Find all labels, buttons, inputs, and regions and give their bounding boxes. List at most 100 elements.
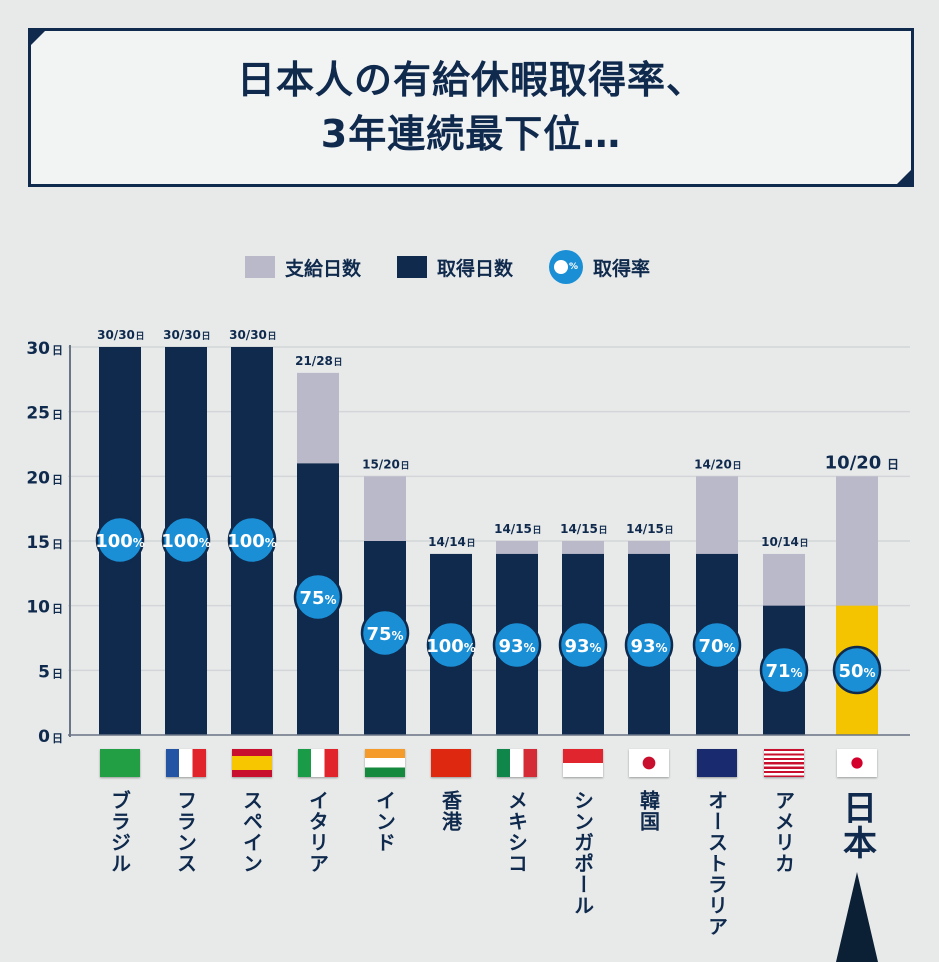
y-tick-unit: 日: [52, 409, 63, 422]
flag-icon: [563, 749, 603, 777]
legend-label-taken: 取得日数: [437, 257, 514, 280]
country-label: イタリア: [305, 790, 330, 874]
bar-data-unit: 日: [664, 525, 673, 536]
legend-label-granted: 支給日数: [285, 257, 362, 280]
y-tick-label: 30: [26, 339, 50, 359]
rate-label: 75%: [366, 624, 403, 645]
rate-circle: [558, 620, 608, 670]
y-tick-unit: 日: [52, 667, 63, 680]
y-tick-unit: 日: [52, 344, 63, 357]
bar-data-unit: 日: [732, 460, 741, 471]
y-tick-label: 0: [38, 727, 50, 747]
legend: 支給日数 取得日数 % 取得率: [245, 250, 650, 284]
rate-label: 93%: [564, 636, 601, 657]
rate-label: 71%: [765, 661, 802, 682]
y-tick-label: 10: [26, 598, 50, 618]
y-tick-unit: 日: [52, 732, 63, 745]
legend-rate-icon-text: %: [569, 262, 579, 272]
bar-data-label: 14/15: [494, 522, 532, 536]
country-label: インド: [372, 790, 397, 853]
flag-icon: [166, 749, 206, 777]
country-label: アメリカ: [771, 790, 796, 874]
rate-circle: [759, 645, 809, 695]
country-label: フランス: [173, 790, 198, 874]
country-label: スペイン: [239, 790, 264, 874]
flag-icon: [629, 749, 669, 777]
bar-data-unit: 日: [201, 331, 210, 342]
flag-icon: [697, 749, 737, 777]
rate-circle: [95, 515, 145, 565]
country-label: ブラジル: [107, 790, 132, 874]
rate-label: 100%: [426, 636, 476, 657]
bar-data-label: 14/15: [626, 522, 664, 536]
highlight-arrow: [836, 872, 878, 962]
rate-circle: [832, 645, 882, 695]
bar-data-label: 30/30: [229, 328, 267, 342]
bar-data-unit: 日: [598, 525, 607, 536]
y-tick-unit: 日: [52, 538, 63, 551]
title: 日本人の有給休暇取得率、 3年連続最下位…: [31, 53, 911, 161]
legend-label-rate: 取得率: [593, 257, 651, 280]
corner-decoration: [28, 28, 48, 48]
rate-circle: [426, 620, 476, 670]
flag-icon: [298, 749, 338, 777]
legend-rate-circle-icon: %: [549, 250, 584, 284]
y-tick-label: 25: [26, 404, 50, 424]
country-label: シンガポール: [570, 790, 595, 916]
bar-data-unit: 日: [799, 538, 808, 549]
rate-circle: [360, 608, 410, 658]
rate-circle: [492, 620, 542, 670]
rate-circle: [293, 572, 343, 622]
rate-label: 93%: [630, 636, 667, 657]
flag-icon: [764, 749, 804, 777]
rate-label: 93%: [498, 636, 535, 657]
bar-data-label: 30/30: [163, 328, 201, 342]
bar-data-label: 14/14: [428, 535, 466, 549]
flag-icon: [431, 749, 471, 777]
rate-label: 100%: [95, 531, 145, 552]
flag-icon: [100, 749, 140, 777]
bar-data-label: 10/14: [761, 535, 799, 549]
bar-data-label: 30/30: [97, 328, 135, 342]
country-label: 韓国: [636, 790, 661, 832]
y-tick-unit: 日: [52, 603, 63, 616]
bar-data-unit: 日: [887, 457, 899, 471]
rate-circle: [227, 515, 277, 565]
country-label: メキシコ: [504, 790, 529, 874]
bar-data-label: 21/28: [295, 354, 333, 368]
rate-circle: [624, 620, 674, 670]
bar-data-label: 15/20: [362, 457, 400, 471]
flag-icon: [232, 749, 272, 777]
country-label: 日本: [836, 790, 877, 860]
title-line-1: 日本人の有給休暇取得率、: [236, 58, 705, 102]
bar-data-unit: 日: [135, 331, 144, 342]
bar-data-unit: 日: [267, 331, 276, 342]
country-label: 香港: [438, 790, 463, 832]
y-tick-label: 5: [38, 662, 50, 682]
bar-data-label: 14/15: [560, 522, 598, 536]
rate-label: 100%: [161, 531, 211, 552]
bar-data-unit: 日: [333, 357, 342, 368]
bar-data-unit: 日: [400, 460, 409, 471]
bar-data-label: 10/20: [825, 452, 882, 473]
bar-data-unit: 日: [466, 538, 475, 549]
rate-circle: [692, 620, 742, 670]
rate-label: 100%: [227, 531, 277, 552]
title-line-2: 3年連続最下位…: [320, 112, 622, 156]
flag-icon: [497, 749, 537, 777]
legend-swatch-taken: [397, 256, 428, 278]
bar-data-label: 14/20: [694, 457, 732, 471]
flag-icon: [365, 749, 405, 777]
legend-swatch-granted: [245, 256, 275, 278]
flag-icon: [837, 749, 877, 777]
rate-label: 50%: [838, 661, 875, 682]
y-tick-label: 15: [26, 533, 50, 553]
title-box: 日本人の有給休暇取得率、 3年連続最下位…: [28, 28, 914, 187]
country-label: オーストラリア: [704, 790, 729, 937]
y-tick-unit: 日: [52, 473, 63, 486]
rate-label: 70%: [698, 636, 735, 657]
rate-circle: [161, 515, 211, 565]
bar-data-unit: 日: [532, 525, 541, 536]
rate-label: 75%: [299, 588, 336, 609]
